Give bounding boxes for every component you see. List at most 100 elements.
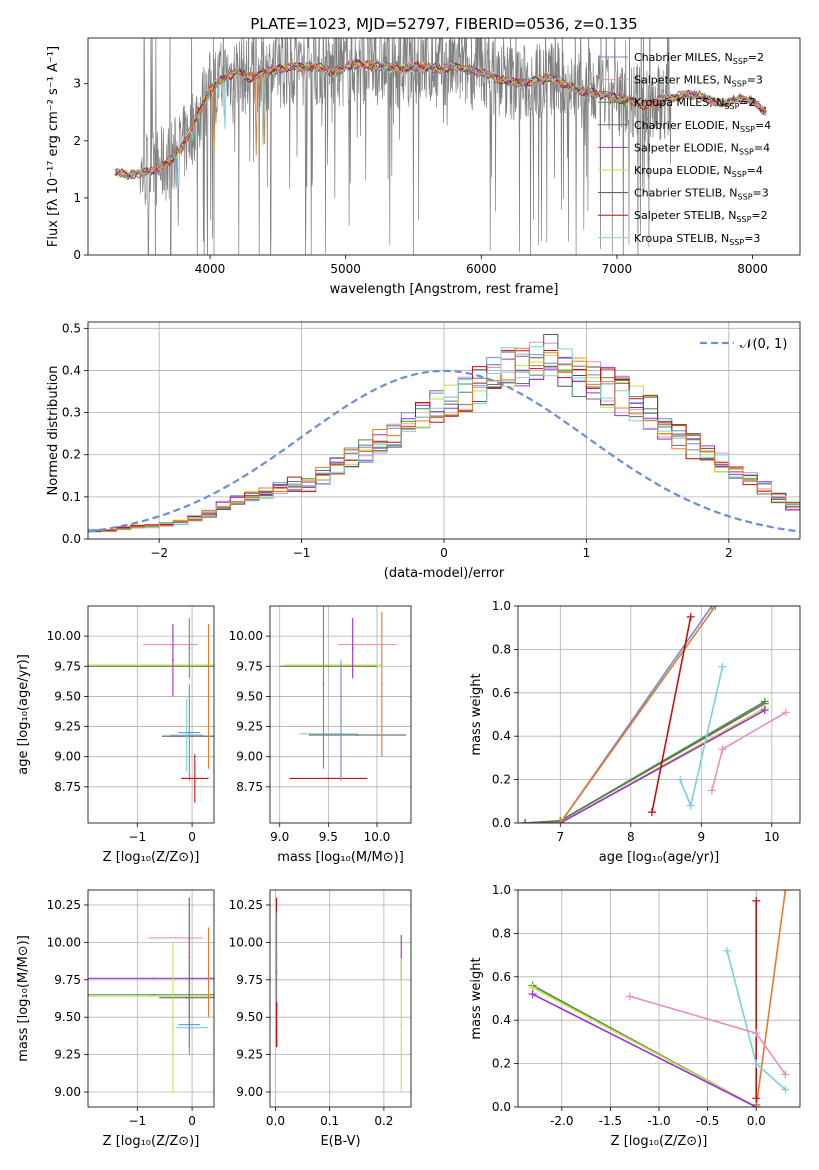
massweight_vs_Z-ytick-label: 1.0 (492, 883, 511, 897)
legend-subscript: SSP (736, 215, 751, 224)
spectrum-model-line-orange (114, 59, 767, 178)
spectrum-ytick-label: 2 (73, 134, 81, 148)
residuals-hist-se (88, 356, 800, 532)
spectrum-frame (87, 37, 801, 256)
spectrum-legend-entry: Kroupa STELIB, NSSP=3 (634, 232, 760, 247)
massweight_vs_Z-ytick-label: 0.6 (492, 970, 511, 984)
mass_vs_ebv-point-gray (275, 956, 278, 959)
legend-text: =3 (753, 187, 769, 200)
age_vs_Z-point-gray (188, 647, 191, 650)
spectrum-model-line-ks (114, 59, 767, 188)
mass_vs_ebv-xtick-label: 0.0 (266, 1114, 285, 1128)
age_vs_Z-xtick-label: 0 (188, 830, 196, 844)
massweight_vs_age-marker-se (521, 819, 530, 823)
massweight_vs_age-marker-ks (718, 662, 727, 671)
legend-text: Salpeter ELODIE, N (634, 141, 739, 154)
massweight_vs_Z-xtick-label: -2.0 (550, 1114, 573, 1128)
residuals-hist-ce (88, 364, 800, 531)
age_vs_mass-point-ss (327, 777, 330, 780)
mass_vs_ebv-ytick-label: 10.25 (229, 898, 263, 912)
age_vs_Z-frame (87, 605, 215, 824)
legend-text: =4 (755, 119, 771, 132)
legend-subscript: SSP (732, 170, 747, 179)
age_vs_mass-point-ks (327, 732, 330, 735)
massweight_vs_Z-series-se (532, 993, 757, 1107)
massweight_vs_age-marker-sm (781, 708, 790, 717)
mass_vs_ebv-ytick-label: 10.00 (229, 935, 263, 949)
residuals-hist-km (88, 355, 800, 531)
massweight_vs_age-marker-orange (711, 606, 720, 610)
mass_vs_Z-xlabel: Z [log₁₀(Z/Z⊙)] (103, 1134, 200, 1149)
massweight_vs_age-ytick-label: 0.0 (492, 816, 511, 830)
age_vs_mass-ytick-label: 9.25 (236, 720, 263, 734)
age_vs_mass-ytick-label: 9.50 (236, 689, 263, 703)
mass_vs_Z-ytick-label: 10.25 (47, 898, 81, 912)
residuals-ytick-label: 0.5 (62, 321, 81, 335)
spectrum-legend-entry: Kroupa MILES, NSSP=2 (634, 96, 756, 111)
massweight_vs_Z-ytick-label: 0.8 (492, 926, 511, 940)
age_vs_Z-point-ss (193, 777, 196, 780)
legend-text: Kroupa MILES, N (634, 96, 724, 109)
massweight_vs_Z-xtick-label: -0.5 (696, 1114, 719, 1128)
spectrum-legend-entry: Chabrier MILES, NSSP=2 (634, 51, 764, 66)
spectrum-legend-entry: Chabrier ELODIE, NSSP=4 (634, 119, 771, 134)
mass_vs_Z-ytick-label: 9.00 (54, 1085, 81, 1099)
age_vs_mass-point-ke (332, 664, 335, 666)
age_vs_mass-ytick-label: 8.75 (236, 780, 263, 794)
massweight_vs_age-ytick-label: 0.6 (492, 686, 511, 700)
legend-text: =4 (747, 164, 763, 177)
age_vs_mass-panel (270, 606, 411, 823)
mass_vs_Z-ytick-label: 9.50 (54, 1010, 81, 1024)
mass_vs_ebv-frame (269, 889, 412, 1108)
residuals-ytick-label: 0.0 (62, 532, 81, 546)
spectrum-legend-entry: Salpeter MILES, NSSP=3 (634, 74, 763, 89)
residuals-xtick-label: 2 (725, 546, 733, 560)
age_vs_mass-point-km (327, 665, 330, 668)
legend-text: =2 (748, 51, 764, 64)
age_vs_mass-xlabel: mass [log₁₀(M/M⊙)] (277, 850, 404, 865)
age_vs_mass-point-se (351, 647, 354, 650)
residuals-ylabel: Normed distribution (46, 366, 61, 496)
massweight_vs_age-series-ke (525, 707, 766, 823)
massweight_vs_age-frame (517, 605, 801, 824)
spectrum-xtick-label: 8000 (737, 262, 768, 276)
massweight_vs_age-xtick-label: 10 (764, 830, 779, 844)
mass_vs_Z-point-ke (150, 995, 152, 998)
residuals-xtick-label: 0 (440, 546, 448, 560)
age_vs_Z-point-orange (207, 695, 210, 698)
massweight_vs_Z-marker-sm (625, 992, 634, 1001)
legend-text: Salpeter STELIB, N (634, 209, 736, 222)
age_vs_Z-point-ks (185, 734, 188, 736)
age_vs_Z-point-ke (152, 664, 155, 666)
age_vs_Z-point-se (172, 659, 174, 662)
mass_vs_ebv-ytick-label: 9.75 (236, 973, 263, 987)
massweight_vs_Z-marker-orange (752, 1103, 761, 1107)
age_vs_mass-xtick-label: 9.0 (270, 830, 289, 844)
massweight_vs_age-marker-se (760, 706, 769, 715)
massweight_vs_Z-ytick-label: 0.0 (492, 1100, 511, 1114)
age_vs_mass-frame (269, 605, 412, 824)
legend-subscript: SSP (729, 238, 744, 247)
massweight_vs_Z-marker-ks (752, 1059, 761, 1068)
mass_vs_Z-point-ks (191, 1026, 193, 1029)
residuals-hist-orange (88, 347, 800, 532)
massweight_vs_age-series-ce (524, 702, 766, 823)
mass_vs_ebv-xtick-label: 0.1 (320, 1114, 339, 1128)
spectrum-xlabel: wavelength [Angstrom, rest frame] (330, 282, 559, 297)
age_vs_Z-xtick-label: −1 (128, 830, 146, 844)
mass_vs_Z-ylabel: mass [log₁₀(M/M⊙)] (16, 935, 31, 1062)
spectrum-ytick-label: 1 (73, 191, 81, 205)
massweight_vs_age-xlabel: age [log₁₀(age/yr)] (599, 850, 720, 865)
mass_vs_ebv-ytick-label: 9.50 (236, 1010, 263, 1024)
legend-text: Chabrier STELIB, N (634, 187, 738, 200)
spectrum-plot (114, 38, 767, 255)
mass_vs_Z-frame (87, 889, 215, 1108)
massweight_vs_Z-ytick-label: 0.4 (492, 1013, 511, 1027)
massweight_vs_age-marker-orange (556, 819, 565, 823)
residuals-xtick-label: −1 (293, 546, 311, 560)
residuals-panel (88, 322, 800, 540)
residuals-hist-ss (88, 349, 800, 531)
massweight_vs_Z-marker-orange (781, 890, 790, 894)
